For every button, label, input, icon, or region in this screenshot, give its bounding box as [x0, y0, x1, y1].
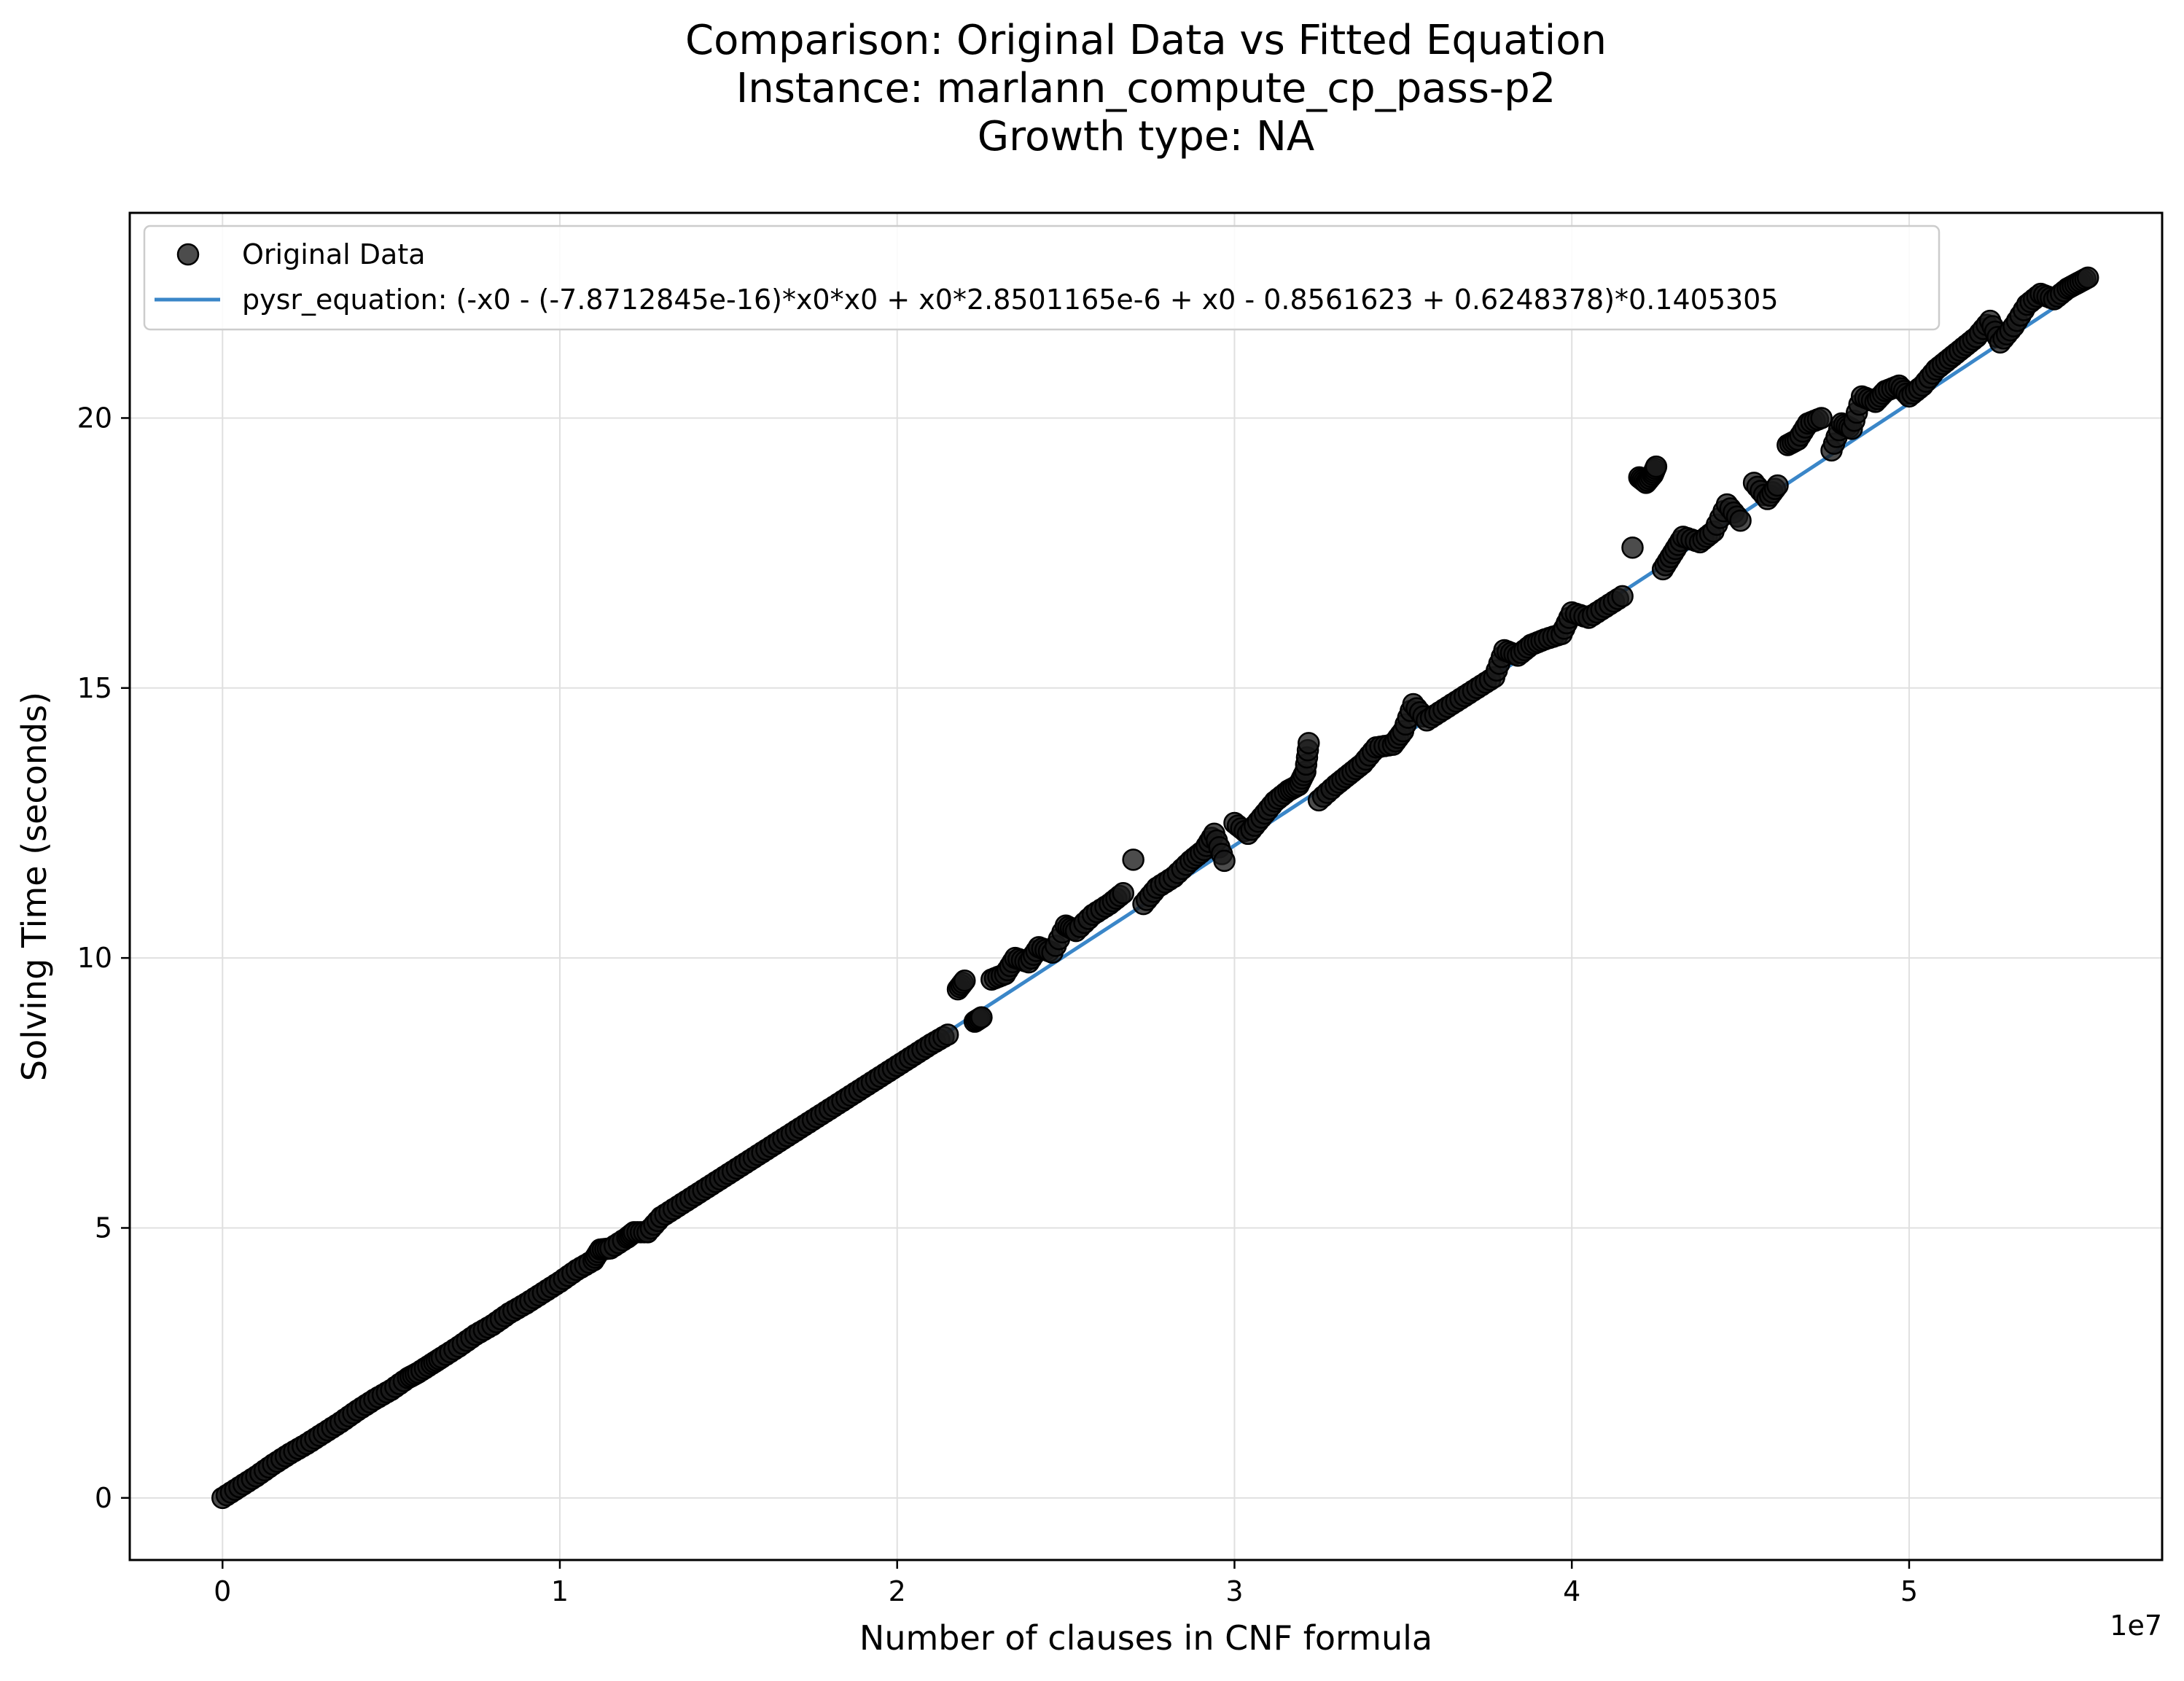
data-point	[1122, 849, 1144, 871]
x-tick-label: 3	[1225, 1575, 1243, 1607]
x-axis-label: Number of clauses in CNF formula	[859, 1618, 1432, 1658]
x-axis-offset-label: 1e7	[2110, 1610, 2162, 1642]
title-line-1: Comparison: Original Data vs Fitted Equa…	[685, 17, 1607, 64]
data-point	[936, 1023, 959, 1046]
x-tick-label: 2	[889, 1575, 906, 1607]
x-tick-label: 0	[214, 1575, 231, 1607]
data-point	[1645, 455, 1668, 478]
data-point	[1810, 407, 1833, 429]
data-point	[1766, 474, 1789, 497]
chart-title: Comparison: Original Data vs Fitted Equa…	[685, 17, 1607, 160]
legend-label-pysr-equation: pysr_equation: (-x0 - (-7.8712845e-16)*x…	[242, 284, 1779, 316]
y-tick-label: 10	[77, 942, 112, 974]
x-tick-label: 4	[1563, 1575, 1580, 1607]
data-point	[2076, 266, 2099, 289]
x-tick-label: 1	[551, 1575, 569, 1607]
plot-area	[211, 266, 2099, 1510]
title-line-3: Growth type: NA	[978, 113, 1314, 160]
data-point	[1213, 849, 1236, 873]
data-point	[1621, 536, 1644, 559]
legend: Original Data pysr_equation: (-x0 - (-7.…	[143, 225, 1941, 331]
y-tick-label: 0	[95, 1482, 112, 1514]
x-axis-ticks: 0 1 2 3 4 5	[214, 1560, 1918, 1607]
y-axis-label: Solving Time (seconds)	[15, 692, 54, 1081]
y-axis-ticks: 0 5 10 15 20	[77, 402, 130, 1514]
scatter-points	[211, 266, 2099, 1510]
data-point	[1729, 509, 1752, 532]
y-tick-label: 20	[77, 402, 112, 434]
y-tick-label: 15	[77, 672, 112, 704]
x-tick-label: 5	[1900, 1575, 1918, 1607]
legend-label-original-data: Original Data	[242, 238, 426, 270]
y-tick-label: 5	[95, 1212, 112, 1244]
title-line-2: Instance: marlann_compute_cp_pass-p2	[736, 65, 1556, 112]
legend-scatter-marker	[176, 243, 200, 266]
data-point	[1112, 882, 1135, 905]
data-point	[1611, 585, 1634, 608]
data-point	[1298, 732, 1320, 754]
axes-frame	[128, 211, 2164, 1561]
data-point	[970, 1006, 993, 1029]
legend-box	[143, 225, 1941, 331]
data-point	[953, 970, 976, 992]
